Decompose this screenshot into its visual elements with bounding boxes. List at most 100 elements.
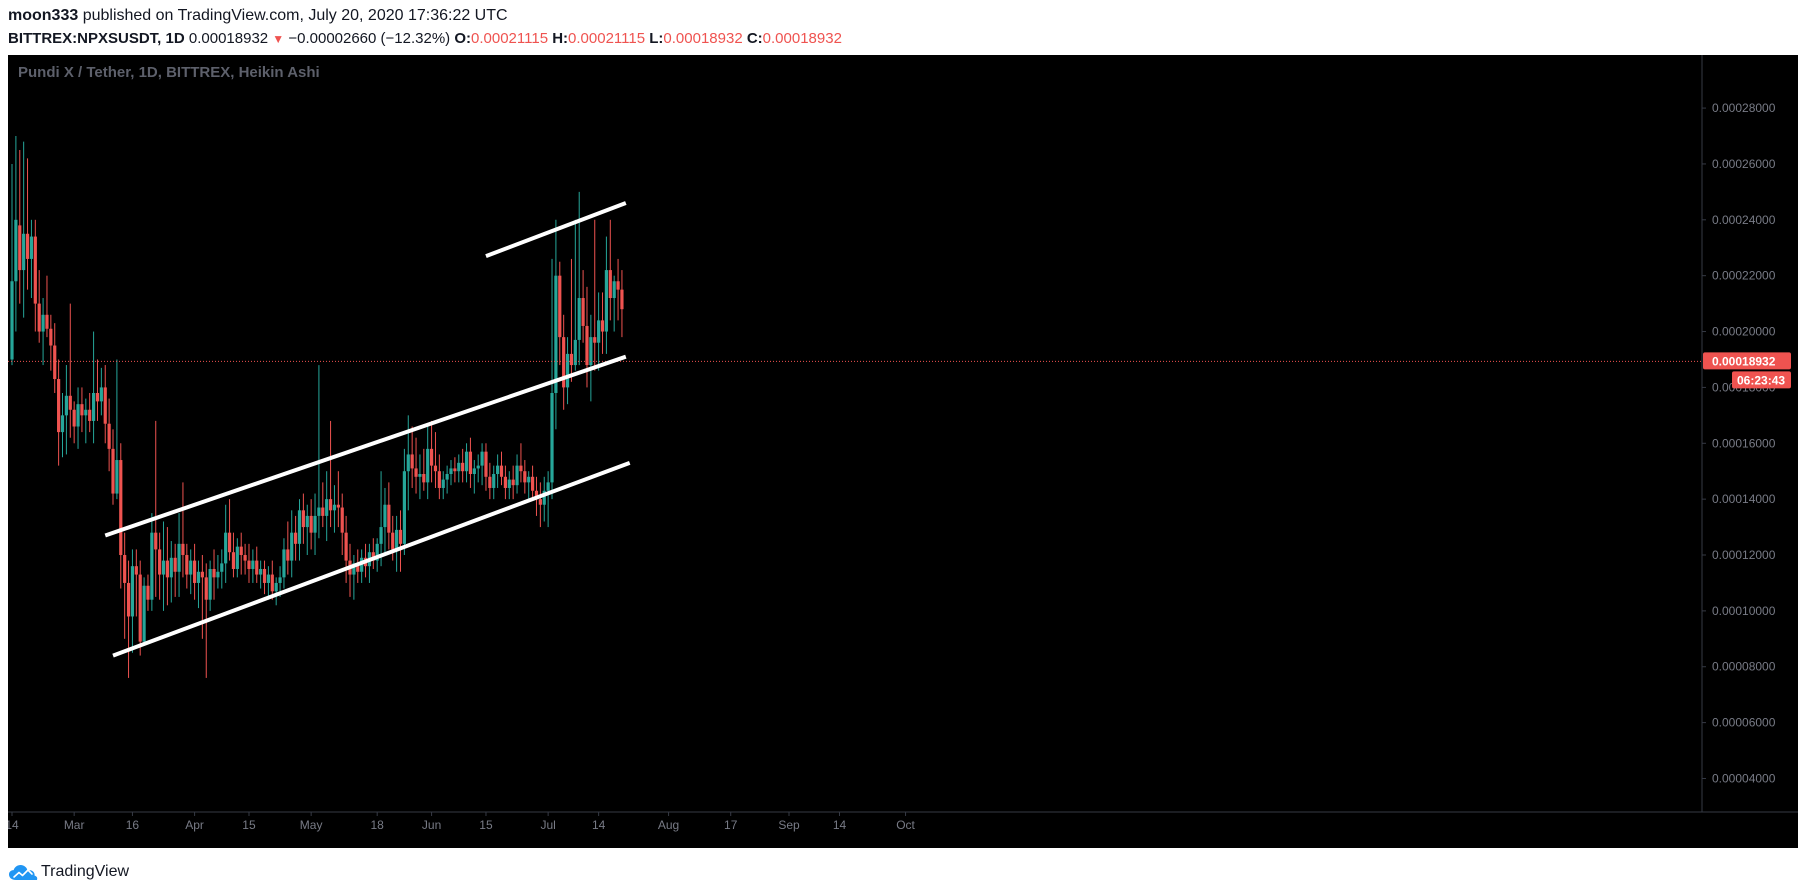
candle-body-up [259, 568, 263, 575]
last-price-badge: 0.00018932 [1703, 352, 1791, 370]
candle-body-up [597, 320, 601, 343]
candle-body-down [119, 460, 123, 556]
candle-body-up [449, 468, 453, 475]
price-tick-label: 0.00008000 [1712, 660, 1776, 674]
tradingview-brand[interactable]: TradingView [41, 863, 130, 880]
last-price: 0.00018932 [188, 30, 269, 47]
candle-body-up [297, 510, 302, 544]
candle-body-down [37, 303, 41, 332]
trend-lines-layer[interactable] [104, 201, 631, 658]
candle-body-up [379, 527, 383, 544]
low-value: 0.00018932 [663, 30, 743, 47]
price-tick-label: 0.00004000 [1712, 771, 1776, 785]
price-tick-label: 0.00020000 [1712, 325, 1776, 339]
candle-body-down [433, 465, 438, 472]
candle-body-down [227, 532, 232, 553]
candle-body-down [468, 451, 473, 475]
chart-subtitle: Pundi X / Tether, 1D, BITTREX, Heikin As… [18, 64, 320, 81]
time-tick-label: Aug [658, 818, 679, 832]
candle-body-up [305, 515, 309, 528]
high-label: H: [552, 30, 569, 47]
candle-body-up [64, 395, 68, 416]
candle-body-up [29, 236, 34, 259]
candle-body-up [14, 219, 18, 282]
candle-body-down [185, 555, 189, 575]
candle-body-up [196, 571, 201, 583]
trend-line [104, 354, 627, 538]
open-label: O: [454, 30, 472, 47]
candle-body-up [317, 507, 321, 516]
candle-body-down [95, 392, 100, 402]
candle-body-up [546, 482, 550, 491]
time-axis[interactable]: 14 Mar 16 Apr 15 May 18 Jun 15 Jul 14 Aug 17 Sep 14 Oct [8, 812, 916, 832]
candle-body-up [612, 281, 616, 299]
candle-body-up [395, 529, 399, 550]
candle-body-down [111, 448, 115, 494]
candle-body-up [492, 474, 496, 488]
candle-body-up [527, 476, 531, 483]
candle-body-up [189, 560, 193, 575]
candle-body-up [22, 233, 26, 271]
price-axis[interactable]: 0.00004000 0.00006000 0.00008000 0.00010000… [1702, 101, 1776, 785]
price-tick-label: 0.00006000 [1712, 716, 1776, 730]
candle-body-down [523, 471, 527, 483]
candle-body-up [441, 479, 445, 488]
candle-body-down [534, 490, 539, 500]
candle-body-down [484, 451, 488, 477]
candle-body-up [406, 454, 410, 472]
candle-body-down [499, 465, 504, 477]
candle-body-down [321, 507, 325, 516]
price-chart[interactable]: 0.00004000 0.00006000 0.00008000 0.00010000… [8, 55, 1798, 848]
candle-body-down [585, 325, 589, 366]
candle-body-down [581, 298, 585, 326]
price-tick-label: 0.00024000 [1712, 213, 1776, 227]
candle-body-down [286, 549, 290, 561]
close-label: C: [746, 30, 763, 47]
time-tick-label: 14 [592, 818, 606, 832]
candle-body-down [200, 571, 204, 578]
candle-body-down [422, 474, 426, 483]
candle-body-down [391, 532, 395, 550]
candle-body-down [569, 353, 574, 366]
price-change: −0.00002660 (−12.32%) [288, 30, 451, 47]
time-tick-label: Mar [64, 818, 85, 832]
tradingview-cloud-icon[interactable] [8, 864, 38, 882]
candle-body-up [375, 543, 379, 561]
candle-body-up [274, 582, 278, 592]
candle-body-down [173, 557, 177, 572]
open-value: 0.00021115 [471, 30, 549, 47]
price-tick-label: 0.00022000 [1712, 269, 1776, 283]
candle-body-down [154, 532, 158, 550]
author-name[interactable]: moon333 [8, 7, 79, 24]
last-price-badge-text: 0.00018932 [1712, 354, 1776, 368]
candle-body-up [150, 532, 154, 600]
candle-body-down [562, 337, 566, 388]
candle-body-up [573, 339, 577, 366]
candle-body-down [429, 448, 434, 466]
candle-body-up [251, 560, 255, 569]
high-value: 0.00021115 [568, 30, 646, 47]
candle-body-up [177, 543, 181, 572]
candle-body-down [181, 543, 185, 556]
candle-body-down [328, 499, 333, 511]
candle-body-up [84, 409, 88, 416]
candle-body-down [165, 560, 169, 578]
publish-info: moon333 published on TradingView.com, Ju… [8, 7, 508, 25]
low-label: L: [649, 30, 664, 47]
chart-area[interactable]: 0.00004000 0.00006000 0.00008000 0.00010000… [8, 55, 1798, 848]
candle-body-down [336, 504, 340, 508]
candle-body-up [216, 571, 220, 578]
candle-body-up [550, 392, 554, 483]
time-tick-label: 17 [724, 818, 738, 832]
chart-header: moon333 published on TradingView.com, Ju… [8, 4, 1798, 50]
candle-body-down [212, 568, 216, 578]
candle-body-up [91, 392, 96, 421]
candle-body-down [461, 462, 465, 472]
chart-background [8, 55, 1798, 848]
candle-body-down [616, 281, 620, 290]
time-tick-label: 15 [479, 818, 493, 832]
candle-body-up [589, 337, 593, 366]
candle-body-down [538, 499, 542, 505]
candle-body-down [33, 236, 37, 304]
candle-body-up [476, 465, 480, 469]
